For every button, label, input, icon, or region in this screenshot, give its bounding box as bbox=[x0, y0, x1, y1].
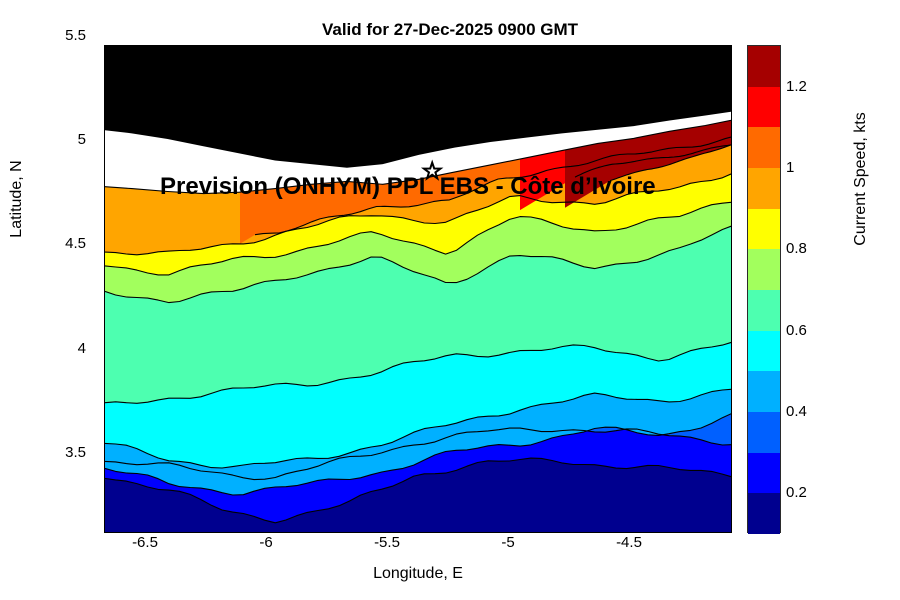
svg-text:Prevision (ONHYM) PPL EBS - C: Prevision (ONHYM) PPL EBS - Côte d’Ivoir… bbox=[160, 173, 656, 200]
